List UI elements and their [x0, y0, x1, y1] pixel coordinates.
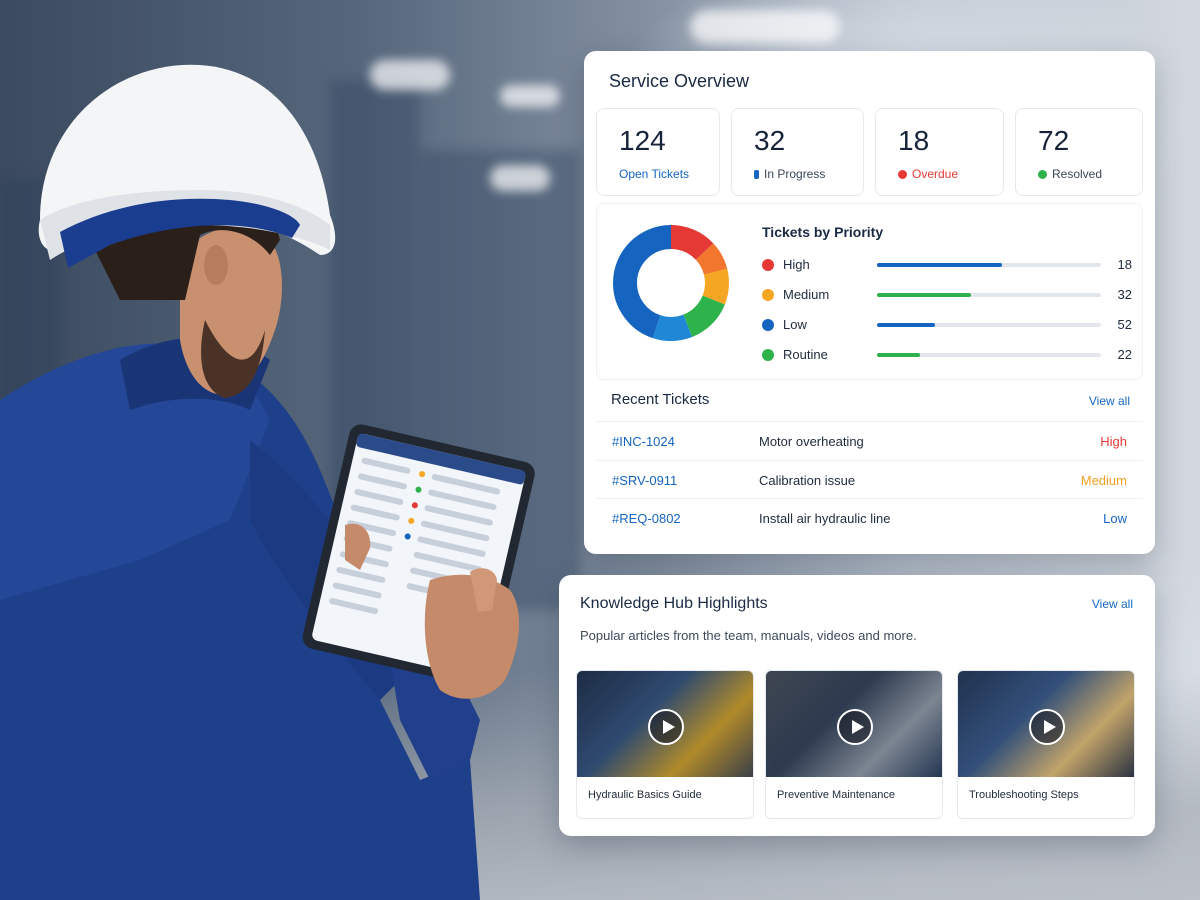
priority-bar [877, 353, 1101, 357]
ticket-row[interactable]: #INC-1024 Motor overheating High [596, 421, 1143, 459]
knowledge-hub-card: Knowledge Hub Highlights View all Popula… [559, 575, 1155, 836]
stat-in-progress[interactable]: 32 In Progress [731, 108, 864, 196]
background-light [690, 10, 840, 44]
priority-bar [877, 293, 1101, 297]
priority-name: High [783, 257, 810, 272]
priority-bar-fill [877, 323, 936, 327]
ticket-description: Motor overheating [759, 434, 864, 449]
priority-count: 22 [1117, 347, 1132, 362]
priority-row-high: High 18 [762, 255, 1132, 275]
priority-count: 32 [1117, 287, 1132, 302]
stat-label: Resolved [1038, 167, 1102, 181]
priority-name: Medium [783, 287, 830, 302]
ticket-priority: High [1100, 434, 1127, 449]
priority-bar-fill [877, 353, 920, 357]
video-card[interactable]: Troubleshooting Steps [957, 670, 1135, 819]
donut-segment [613, 225, 729, 341]
status-dot-icon [754, 169, 759, 179]
priority-count: 52 [1117, 317, 1132, 332]
stat-value: 32 [754, 125, 786, 156]
priority-title: Tickets by Priority [762, 224, 884, 240]
stat-overdue[interactable]: 18 Overdue [875, 108, 1004, 196]
priority-donut-chart [613, 225, 729, 341]
priority-bar [877, 323, 1101, 327]
status-dot-icon [898, 169, 907, 179]
service-overview-card: Service Overview 124 Open Tickets 32 In … [584, 51, 1155, 554]
service-overview-title: Service Overview [609, 71, 750, 91]
ticket-id-link[interactable]: #INC-1024 [612, 434, 675, 449]
knowledge-hub-subtitle: Popular articles from the team, manuals,… [580, 628, 917, 643]
recent-tickets-title: Recent Tickets [611, 391, 710, 408]
ticket-id-link[interactable]: #REQ-0802 [612, 511, 681, 526]
stat-value: 72 [1038, 125, 1070, 156]
priority-dot-icon [762, 259, 774, 271]
ticket-description: Install air hydraulic line [759, 511, 891, 526]
video-card[interactable]: Preventive Maintenance [765, 670, 943, 819]
priority-row-routine: Routine 22 [762, 345, 1132, 365]
tickets-by-priority-panel: Tickets by Priority High 18 Medium 32 Low 52 R… [596, 203, 1143, 380]
video-card[interactable]: Hydraulic Basics Guide [576, 670, 754, 819]
play-icon[interactable] [837, 709, 873, 745]
worker-illustration [0, 64, 535, 900]
stat-open-tickets[interactable]: 124 Open Tickets [596, 108, 720, 196]
priority-count: 18 [1117, 257, 1132, 272]
stat-value: 18 [898, 125, 930, 156]
recent-tickets-view-all-link[interactable]: View all [1088, 394, 1130, 408]
priority-name: Routine [783, 347, 828, 362]
ticket-priority: Medium [1080, 473, 1127, 488]
status-dot-icon [1038, 169, 1047, 179]
video-title: Troubleshooting Steps [969, 789, 1079, 801]
priority-row-low: Low 52 [762, 315, 1132, 335]
stat-value: 124 [619, 125, 666, 156]
background-light [490, 165, 550, 191]
stat-resolved[interactable]: 72 Resolved [1015, 108, 1143, 196]
ticket-id-link[interactable]: #SRV-0911 [612, 473, 678, 488]
video-title: Hydraulic Basics Guide [588, 789, 702, 801]
play-icon[interactable] [1029, 709, 1065, 745]
video-title: Preventive Maintenance [777, 789, 896, 801]
donut-segment [613, 225, 729, 341]
priority-bar-fill [877, 263, 1003, 267]
stat-label: Open Tickets [619, 167, 690, 181]
priority-dot-icon [762, 319, 774, 331]
play-icon[interactable] [648, 709, 684, 745]
ticket-row[interactable]: #SRV-0911 Calibration issue Medium [596, 460, 1143, 498]
priority-dot-icon [762, 289, 774, 301]
background-light [370, 60, 450, 90]
priority-row-medium: Medium 32 [762, 285, 1132, 305]
priority-bar [877, 263, 1101, 267]
background-light [500, 85, 560, 107]
knowledge-hub-view-all-link[interactable]: View all [1091, 597, 1133, 611]
ticket-description: Calibration issue [759, 473, 856, 488]
ticket-priority: Low [1103, 511, 1127, 526]
priority-name: Low [783, 317, 807, 332]
priority-dot-icon [762, 349, 774, 361]
priority-bar-fill [877, 293, 972, 297]
knowledge-hub-title: Knowledge Hub Highlights [580, 595, 768, 612]
stat-label: In Progress [754, 167, 825, 181]
donut-segment [613, 225, 729, 341]
ticket-row[interactable]: #REQ-0802 Install air hydraulic line Low [596, 498, 1143, 536]
stat-label: Overdue [898, 167, 958, 181]
